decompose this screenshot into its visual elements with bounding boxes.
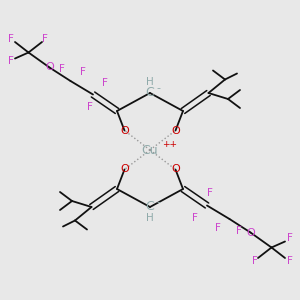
Text: C: C [146, 200, 154, 214]
Text: F: F [214, 223, 220, 233]
Text: O: O [171, 164, 180, 175]
Text: O: O [120, 164, 129, 175]
Text: F: F [8, 56, 14, 67]
Text: C: C [146, 86, 154, 100]
Text: F: F [286, 256, 292, 266]
Text: F: F [286, 233, 292, 244]
Text: O: O [120, 125, 129, 136]
Text: F: F [252, 256, 258, 266]
Text: O: O [45, 62, 54, 73]
Text: F: F [80, 67, 85, 77]
Text: F: F [58, 64, 64, 74]
Text: F: F [87, 101, 93, 112]
Text: H: H [146, 76, 154, 87]
Text: -: - [156, 82, 161, 93]
Text: H: H [146, 213, 154, 224]
Text: O: O [171, 125, 180, 136]
Text: ++: ++ [162, 140, 177, 149]
Text: O: O [246, 227, 255, 238]
Text: F: F [236, 226, 242, 236]
Text: -: - [156, 196, 161, 207]
Text: F: F [42, 34, 48, 44]
Text: F: F [102, 77, 108, 88]
Text: F: F [207, 188, 213, 199]
Text: Cu: Cu [142, 143, 158, 157]
Text: F: F [192, 212, 198, 223]
Text: F: F [8, 34, 14, 44]
